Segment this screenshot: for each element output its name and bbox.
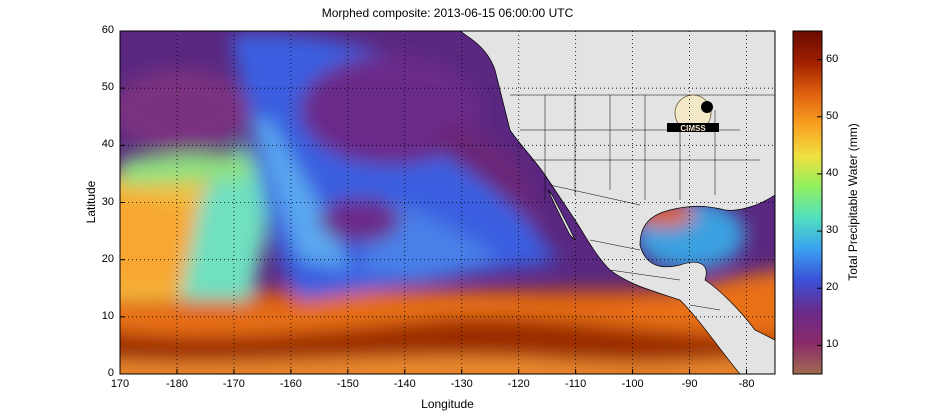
y-tick-label: 30 [101, 195, 114, 208]
colorbar-tick-label: 50 [826, 109, 839, 122]
x-tick-label: -120 [507, 378, 530, 390]
x-tick-label: -170 [222, 378, 245, 390]
colorbar-tick-label: 40 [826, 166, 839, 179]
x-tick-label: -130 [450, 378, 473, 390]
tpw-field: CIMSS [120, 31, 775, 374]
colorbar-tick-label: 10 [826, 338, 839, 351]
x-tick-label: -100 [621, 378, 644, 390]
y-tick-label: 50 [101, 81, 114, 94]
colorbar-ticks [817, 59, 822, 346]
colorbar-tick-label: 60 [826, 52, 839, 65]
y-axis-label: Latitude [84, 180, 98, 224]
x-tick-label: -110 [565, 378, 587, 390]
x-tick-label: -140 [393, 378, 416, 390]
colorbar-tick-label: 20 [826, 281, 839, 294]
x-tick-label: -150 [336, 378, 359, 390]
x-tick-label: -90 [681, 378, 698, 390]
y-tick-label: 0 [107, 367, 114, 379]
y-tick-label: 10 [101, 309, 114, 322]
colorbar-label: Total Precipitable Water (mm) [846, 123, 860, 281]
colorbar-tick-label: 30 [826, 224, 839, 237]
svg-text:CIMSS: CIMSS [680, 124, 706, 133]
x-tick-label: 170 [110, 378, 130, 390]
y-tick-label: 40 [101, 138, 114, 151]
axis-ticks [119, 30, 748, 375]
y-tick-label: 60 [101, 24, 114, 36]
x-tick-label: -80 [738, 378, 755, 390]
x-tick-label: -180 [165, 378, 188, 390]
figure-title: Morphed composite: 2013-06-15 06:00:00 U… [321, 6, 574, 20]
x-tick-label: -160 [279, 378, 302, 390]
colorbar [792, 30, 823, 375]
y-tick-label: 20 [101, 252, 114, 265]
cimss-logo: CIMSS [667, 94, 719, 133]
x-axis-label: Longitude [421, 397, 474, 411]
